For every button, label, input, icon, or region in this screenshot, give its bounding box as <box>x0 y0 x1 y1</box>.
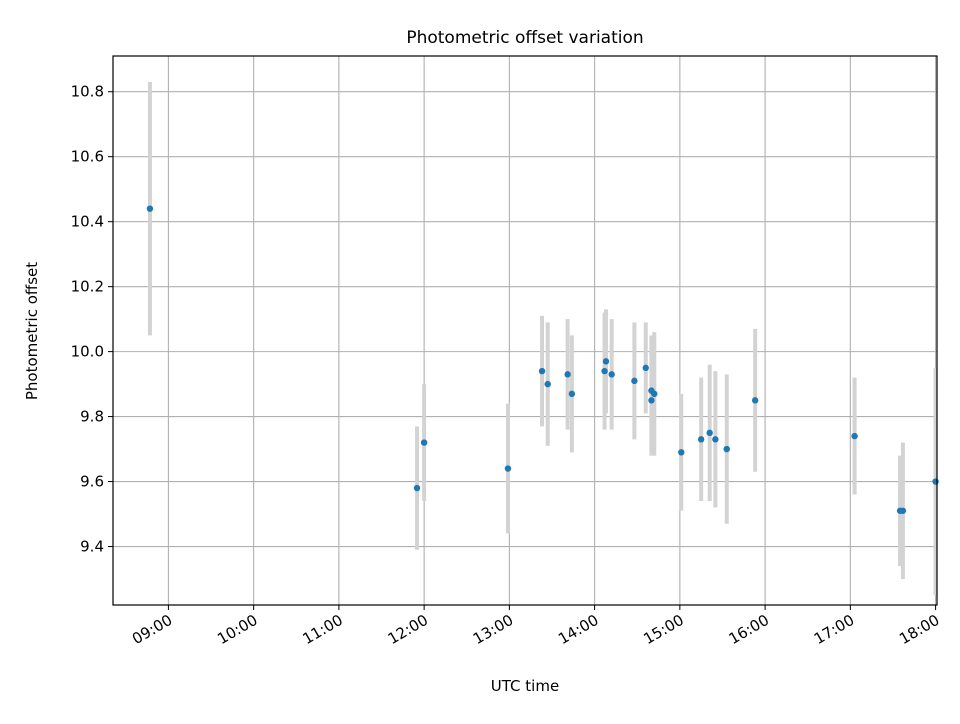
y-tick-label: 10.2 <box>71 278 104 296</box>
data-point <box>642 364 649 372</box>
grid <box>113 56 937 605</box>
y-tick-label: 10.0 <box>71 343 104 361</box>
data-point <box>697 436 705 443</box>
data-point <box>932 478 939 485</box>
chart-title: Photometric offset variation <box>406 28 643 48</box>
data-point <box>504 465 512 472</box>
y-axis-label: Photometric offset <box>23 262 41 400</box>
y-axis-ticks: 9.4 9.6 9.8 10.0 10.2 10.4 10.6 10.8 <box>71 83 113 556</box>
y-tick: 10.8 <box>71 83 113 101</box>
y-tick: 9.6 <box>80 473 113 491</box>
data-point <box>602 358 610 365</box>
data-point <box>723 445 730 453</box>
data-point <box>751 397 759 404</box>
y-tick: 10.6 <box>71 148 113 166</box>
data-point <box>413 484 421 492</box>
y-tick: 10.2 <box>71 278 113 296</box>
data-point <box>568 390 576 398</box>
data-point <box>648 397 655 404</box>
plot-frame <box>112 55 938 606</box>
x-axis-label: UTC time <box>491 677 559 695</box>
data-point <box>608 371 615 378</box>
data-point <box>146 205 154 212</box>
y-tick: 10.4 <box>71 213 113 231</box>
y-tick-label: 9.6 <box>80 473 104 491</box>
data-point <box>564 371 571 378</box>
data-point <box>420 439 428 446</box>
data-point <box>851 432 858 440</box>
data-point <box>631 377 638 385</box>
data-point <box>651 390 658 398</box>
data-point <box>899 507 907 514</box>
data-point <box>678 449 685 456</box>
y-tick: 9.4 <box>80 538 113 556</box>
y-tick-label: 9.4 <box>80 538 104 556</box>
data-points <box>146 205 939 514</box>
data-point <box>544 380 551 388</box>
y-tick: 10.0 <box>71 343 113 361</box>
y-tick-label: 10.4 <box>71 213 104 231</box>
y-tick-label: 10.8 <box>71 83 104 101</box>
y-tick: 9.8 <box>80 408 113 426</box>
data-point <box>712 436 719 443</box>
y-tick-label: 9.8 <box>80 408 104 426</box>
data-point <box>538 367 546 375</box>
data-point <box>706 429 713 437</box>
data-point <box>601 367 608 375</box>
y-tick-label: 10.6 <box>71 148 104 166</box>
